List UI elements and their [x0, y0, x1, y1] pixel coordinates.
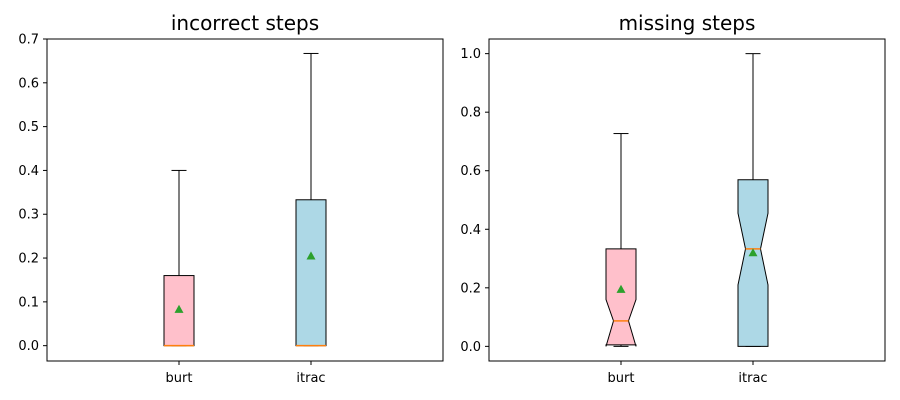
y-tick-label: 0.7 — [18, 33, 39, 48]
y-tick-label: 0.1 — [18, 295, 39, 310]
y-tick-label: 0.4 — [460, 223, 481, 238]
x-tick-label: itrac — [738, 371, 767, 386]
y-tick-label: 0.8 — [460, 106, 481, 121]
box-itrac — [295, 199, 327, 347]
panel-incorrect-steps: incorrect steps 0.0 0.1 0.2 0.3 0.4 0.5 0.6 0.7 b… — [18, 11, 444, 386]
y-tick-label: 0.6 — [18, 76, 39, 91]
y-tick-label: 0.5 — [18, 120, 39, 135]
y-tick-label: 0.2 — [18, 252, 39, 267]
box-itrac — [737, 179, 769, 347]
y-tick-label: 0.4 — [18, 164, 39, 179]
y-tick-label: 1.0 — [460, 47, 481, 62]
chart-title: incorrect steps — [171, 11, 319, 35]
chart-title: missing steps — [619, 11, 756, 35]
x-tick-label: burt — [608, 371, 635, 386]
y-tick-label: 0.3 — [18, 208, 39, 223]
y-tick-label: 0.6 — [460, 164, 481, 179]
axes-frame — [488, 38, 886, 362]
x-tick-label: itrac — [296, 371, 325, 386]
box-burt — [605, 248, 637, 347]
axes-frame — [46, 38, 444, 362]
y-tick-label: 0.2 — [460, 281, 481, 296]
mean-marker — [306, 251, 316, 260]
mean-marker — [748, 248, 758, 257]
y-tick-label: 0.0 — [18, 339, 39, 354]
mean-marker — [616, 284, 626, 293]
y-tick-label: 0.0 — [460, 340, 481, 355]
panel-missing-steps: missing steps 0.0 0.2 0.4 0.6 0.8 1.0 burt itrac — [460, 11, 886, 386]
mean-marker — [174, 304, 184, 313]
x-tick-label: burt — [166, 371, 193, 386]
